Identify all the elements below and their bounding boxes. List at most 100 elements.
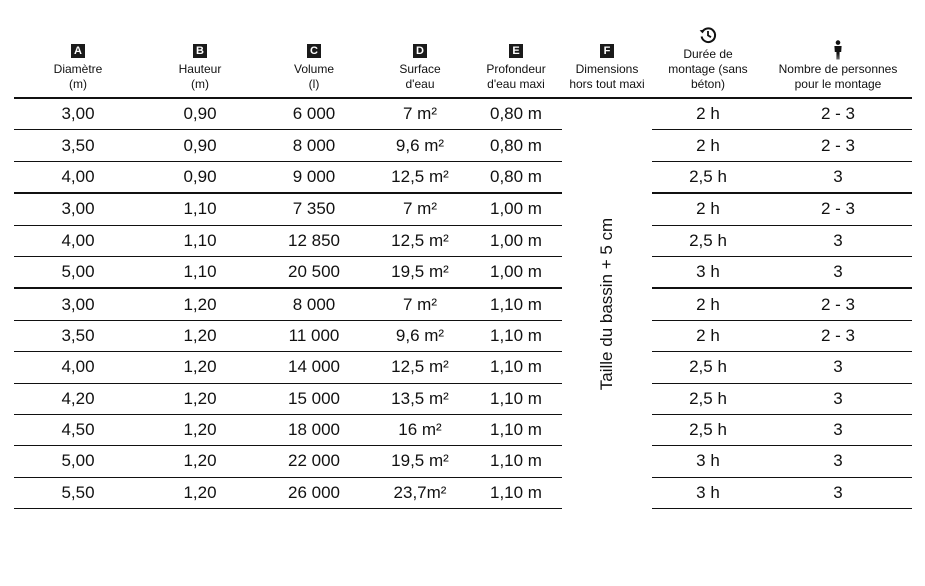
overall-dimensions-cell: Taille du bassin + 5 cm — [562, 98, 652, 509]
assembly-people-cell: 2 - 3 — [764, 98, 912, 131]
water-surface-cell: 9,6 m² — [370, 129, 470, 162]
height-cell: 1,20 — [142, 287, 258, 321]
height-cell: 1,20 — [142, 477, 258, 510]
water-depth-cell: 1,10 m — [470, 414, 562, 447]
diameter-cell: 3,50 — [14, 320, 142, 353]
column-header-volume: C Volume (l) — [258, 0, 370, 99]
water-surface-cell: 7 m² — [370, 192, 470, 226]
water-depth-cell: 1,10 m — [470, 383, 562, 415]
assembly-duration-cell: 2 h — [652, 192, 764, 226]
height-cell: 1,10 — [142, 225, 258, 257]
water-surface-cell: 19,5 m² — [370, 256, 470, 289]
water-depth-cell: 1,00 m — [470, 256, 562, 289]
water-depth-cell: 1,10 m — [470, 287, 562, 321]
assembly-people-cell: 3 — [764, 445, 912, 478]
water-surface-cell: 13,5 m² — [370, 383, 470, 415]
volume-cell: 26 000 — [258, 477, 370, 510]
assembly-duration-cell: 3 h — [652, 445, 764, 478]
column-header-height: B Hauteur (m) — [142, 0, 258, 99]
water-surface-cell: 12,5 m² — [370, 225, 470, 257]
column-badge: F — [600, 44, 614, 58]
height-cell: 0,90 — [142, 129, 258, 162]
volume-cell: 22 000 — [258, 445, 370, 478]
column-header-label: (l) — [308, 77, 320, 91]
column-header-label: Volume — [293, 62, 335, 76]
water-depth-cell: 0,80 m — [470, 129, 562, 162]
water-surface-cell: 7 m² — [370, 98, 470, 131]
column-header-water-surface: D Surface d'eau — [370, 0, 470, 99]
assembly-duration-cell: 2 h — [652, 98, 764, 131]
volume-cell: 8 000 — [258, 287, 370, 321]
volume-cell: 7 350 — [258, 192, 370, 226]
assembly-people-cell: 2 - 3 — [764, 129, 912, 162]
volume-cell: 11 000 — [258, 320, 370, 353]
assembly-people-cell: 3 — [764, 256, 912, 289]
column-badge: C — [307, 44, 321, 58]
column-header-assembly-people: Nombre de personnes pour le montage — [764, 0, 912, 99]
column-header-label: Nombre de personnes — [778, 62, 898, 76]
column-header-label: pour le montage — [794, 77, 882, 91]
diameter-cell: 3,00 — [14, 98, 142, 131]
column-badge: A — [71, 44, 85, 58]
diameter-cell: 5,00 — [14, 445, 142, 478]
water-surface-cell: 7 m² — [370, 287, 470, 321]
water-surface-cell: 12,5 m² — [370, 351, 470, 384]
assembly-people-cell: 2 - 3 — [764, 320, 912, 353]
assembly-duration-cell: 2,5 h — [652, 351, 764, 384]
assembly-duration-cell: 2 h — [652, 129, 764, 162]
assembly-duration-cell: 2,5 h — [652, 383, 764, 415]
column-badge: B — [193, 44, 207, 58]
column-header-diameter: A Diamètre (m) — [14, 0, 142, 99]
column-header-overall-dimensions: F Dimensions hors tout maxi — [562, 0, 652, 99]
height-cell: 0,90 — [142, 161, 258, 194]
assembly-people-cell: 3 — [764, 225, 912, 257]
column-header-label: (m) — [191, 77, 209, 91]
assembly-people-cell: 2 - 3 — [764, 287, 912, 321]
height-cell: 1,20 — [142, 383, 258, 415]
height-cell: 1,10 — [142, 192, 258, 226]
height-cell: 0,90 — [142, 98, 258, 131]
assembly-people-cell: 3 — [764, 351, 912, 384]
assembly-duration-cell: 2,5 h — [652, 161, 764, 194]
column-header-label: hors tout maxi — [569, 77, 645, 91]
column-badge: D — [413, 44, 427, 58]
diameter-cell: 4,00 — [14, 225, 142, 257]
water-depth-cell: 1,10 m — [470, 477, 562, 510]
height-cell: 1,10 — [142, 256, 258, 289]
assembly-duration-cell: 3 h — [652, 477, 764, 510]
column-header-label: Hauteur — [178, 62, 222, 76]
height-cell: 1,20 — [142, 445, 258, 478]
pool-spec-table: A Diamètre (m) B Hauteur (m) C Volume (l) D Surfac… — [14, 0, 912, 510]
diameter-cell: 4,00 — [14, 351, 142, 384]
diameter-cell: 5,00 — [14, 256, 142, 289]
assembly-duration-cell: 2 h — [652, 320, 764, 353]
volume-cell: 8 000 — [258, 129, 370, 162]
column-header-label: Surface — [399, 62, 441, 76]
diameter-cell: 3,00 — [14, 192, 142, 226]
assembly-duration-cell: 3 h — [652, 256, 764, 289]
water-depth-cell: 0,80 m — [470, 161, 562, 194]
volume-cell: 14 000 — [258, 351, 370, 384]
diameter-cell: 3,50 — [14, 129, 142, 162]
table-body: 3,00 0,90 6 000 7 m² 0,80 m Taille du bassin … — [14, 98, 912, 510]
assembly-people-cell: 3 — [764, 414, 912, 447]
water-surface-cell: 9,6 m² — [370, 320, 470, 353]
column-header-label: d'eau — [405, 77, 435, 91]
height-cell: 1,20 — [142, 320, 258, 353]
clock-icon — [699, 27, 717, 43]
diameter-cell: 4,50 — [14, 414, 142, 447]
column-header-assembly-duration: Durée de montage (sans béton) — [652, 0, 764, 99]
water-surface-cell: 12,5 m² — [370, 161, 470, 194]
column-header-label: Durée de — [683, 47, 733, 61]
table-row: 3,00 0,90 6 000 7 m² 0,80 m Taille du bassin … — [14, 98, 912, 390]
